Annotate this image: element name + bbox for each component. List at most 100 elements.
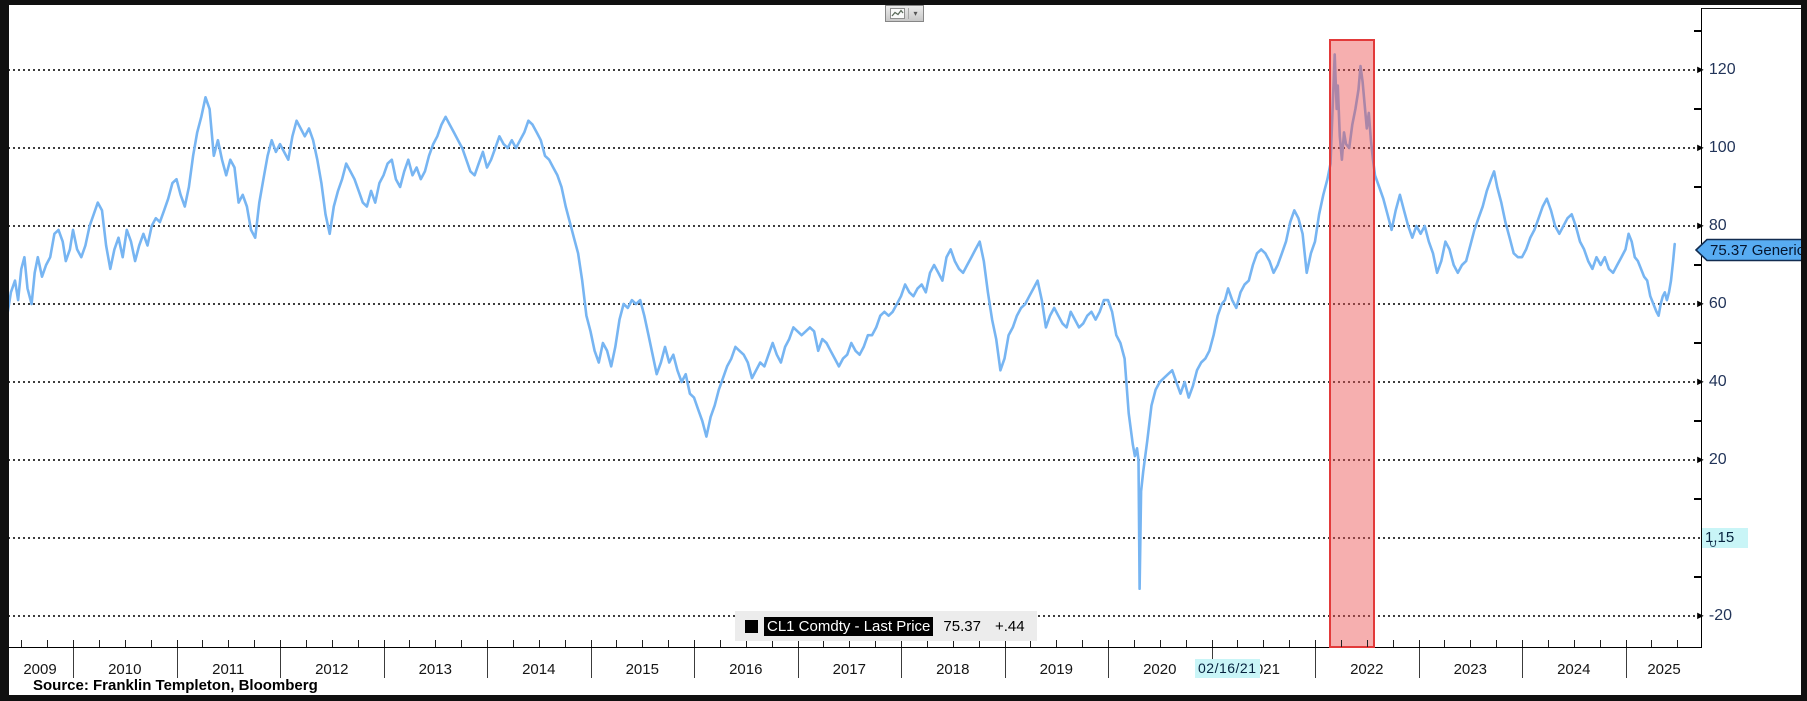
x-axis-quarter-tick [590, 640, 592, 647]
x-axis-year-label: 2023 [1453, 661, 1487, 678]
x-axis-quarter-tick [1470, 640, 1472, 647]
x-axis-year-label: 2015 [625, 661, 659, 678]
y-minor-tick--10 [1694, 576, 1701, 578]
x-axis-quarter-tick [512, 640, 514, 647]
y-axis-tick-value: -20 [1708, 607, 1733, 624]
x-axis-quarter-tick [73, 640, 74, 647]
x-axis-quarter-tick [1496, 640, 1498, 647]
x-axis-quarter-tick [1418, 640, 1420, 647]
x-axis-quarter-tick [642, 640, 644, 647]
x-axis-quarter-tick [21, 640, 23, 647]
x-axis-year-label: 2018 [936, 661, 970, 678]
legend-change: +.44 [994, 617, 1025, 635]
x-axis-quarter-tick [1315, 640, 1316, 647]
x-axis-quarter-tick [1263, 640, 1265, 647]
gridline-arrow-icon: ► [1695, 376, 1706, 388]
x-axis-quarter-tick [202, 640, 204, 647]
x-axis-quarter-tick [745, 640, 747, 647]
legend-last-price: 75.37 [943, 617, 981, 635]
x-axis-quarter-tick [1030, 640, 1032, 647]
x-axis-quarter-tick [461, 640, 463, 647]
x-axis-year-label: 2014 [522, 661, 556, 678]
plot-area[interactable] [8, 8, 1702, 648]
legend-series-label: CL1 Comdty - Last Price [764, 616, 934, 636]
x-axis-year-label: 2013 [418, 661, 452, 678]
x-axis-year-separator [176, 648, 178, 678]
y-axis-tick-value: 60 [1708, 295, 1727, 312]
y-axis-tick-value: 40 [1708, 373, 1727, 390]
x-axis-quarter-tick [254, 640, 256, 647]
y-axis-label-120: ► 120 [1695, 60, 1736, 80]
gridline-20 [8, 459, 1701, 461]
gridline-60 [8, 303, 1701, 305]
x-axis-quarter-tick [1625, 640, 1627, 647]
x-axis-quarter-tick [1444, 640, 1446, 647]
x-axis-quarter-tick [1547, 640, 1549, 647]
x-axis-quarter-tick [331, 640, 333, 647]
x-axis-year-separator [1004, 648, 1006, 678]
x-axis-quarter-tick [1004, 640, 1006, 647]
x-axis-quarter-tick [176, 640, 178, 647]
x-axis-quarter-tick [1340, 640, 1342, 647]
crosshair-caret-icon [1710, 542, 1716, 547]
x-axis-quarter-tick [1185, 640, 1187, 647]
y-axis-label-40: ► 40 [1695, 372, 1727, 392]
x-axis-quarter-tick [849, 640, 851, 647]
x-axis-quarter-tick [538, 640, 540, 647]
y-minor-tick-70 [1694, 264, 1701, 266]
legend-swatch [745, 619, 758, 633]
x-axis-year-separator [1625, 648, 1627, 678]
x-axis-quarter-tick [383, 640, 385, 647]
x-axis-quarter-tick [823, 640, 825, 647]
x-axis-year-label: 2017 [832, 661, 866, 678]
x-axis-year-label: 2020 [1143, 661, 1177, 678]
x-axis-quarter-tick [668, 640, 670, 647]
x-axis-quarter-tick [1237, 640, 1239, 647]
price-line-chart [8, 53, 1676, 591]
y-axis-tick-value: 80 [1708, 217, 1727, 234]
x-axis-quarter-tick [47, 640, 49, 647]
x-axis-year-label: 2025 [1647, 661, 1681, 678]
highlight-band-2022 [1328, 38, 1376, 648]
x-axis-quarter-tick [1366, 640, 1368, 647]
y-minor-tick-130 [1694, 30, 1701, 32]
x-axis-year-separator [1418, 648, 1420, 678]
x-axis-quarter-tick [1159, 640, 1161, 647]
x-axis-quarter-tick [616, 640, 618, 647]
x-axis-quarter-tick [98, 640, 100, 647]
chart-toolbar-button[interactable]: ▾ [885, 5, 924, 22]
gridline-arrow-icon: ► [1695, 298, 1706, 310]
frame-border-right [1801, 0, 1807, 701]
x-axis-quarter-tick [228, 640, 230, 647]
x-axis-year-separator [73, 648, 74, 678]
x-axis-year-separator [1522, 648, 1523, 678]
x-crosshair-label: 02/16/21 [1195, 659, 1260, 678]
x-axis-quarter-tick [926, 640, 928, 647]
x-axis-quarter-tick [1651, 640, 1653, 647]
gridline-0 [8, 537, 1701, 539]
x-axis-quarter-tick [1108, 640, 1109, 647]
x-axis-year-separator [797, 648, 799, 678]
x-axis-year-label: 2012 [315, 661, 349, 678]
x-axis-quarter-tick [409, 640, 411, 647]
gridline-arrow-icon: ► [1695, 454, 1706, 466]
x-axis-quarter-tick [305, 640, 307, 647]
legend[interactable]: CL1 Comdty - Last Price 75.37 +.44 [735, 611, 1037, 641]
x-axis-year-separator [694, 648, 695, 678]
frame-border-left [0, 0, 9, 701]
gridline-arrow-icon: ► [1695, 610, 1706, 622]
x-axis-year-label: 2022 [1350, 661, 1384, 678]
caret-down-icon: ▾ [908, 8, 922, 19]
x-axis-quarter-tick [1599, 640, 1601, 647]
gridline-40 [8, 381, 1701, 383]
x-axis-quarter-tick [875, 640, 877, 647]
y-minor-tick-10 [1694, 498, 1701, 500]
x-axis-year-separator [1315, 648, 1316, 678]
x-axis-year-label: 2011 [212, 661, 245, 678]
gridline-arrow-icon: ► [1695, 64, 1706, 76]
y-axis-tick-value: 20 [1708, 451, 1727, 468]
x-axis-year-label: 2010 [108, 661, 142, 678]
y-axis-label-20: ► 20 [1695, 450, 1727, 470]
y-minor-tick-30 [1694, 420, 1701, 422]
